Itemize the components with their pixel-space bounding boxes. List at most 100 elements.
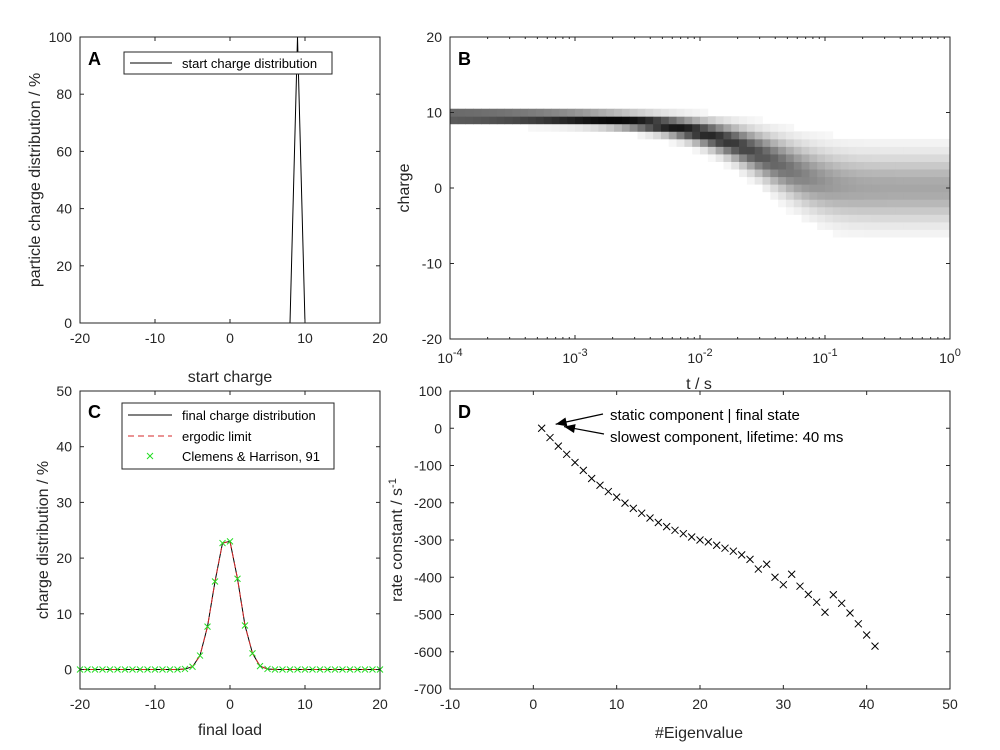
panel-b-heat-cell (832, 161, 842, 170)
panel-d-marker-stroke (571, 458, 579, 467)
panel-d-marker-stroke (846, 609, 854, 617)
panel-b-heat-cell (684, 108, 693, 117)
panel-c-marker-stroke (361, 666, 369, 673)
panel-d-eigen-marker (571, 458, 579, 467)
panel-c: -20 -10 0 10 20 0 10 20 30 40 50 C final charge di… (35, 383, 388, 739)
panel-d-marker-stroke (562, 450, 571, 459)
panel-b-heat-cell (926, 146, 935, 155)
panel-d-annotation-static: static component | final state (610, 407, 800, 424)
panel-b-heat-cell (918, 191, 927, 200)
panel-b-heat-cell (793, 184, 802, 193)
panel-b-heat-cell (684, 123, 693, 132)
panel-d-marker-stroke (662, 522, 671, 531)
panel-b-heat-cell (840, 221, 849, 230)
panel-c-clemens-marker (144, 666, 151, 673)
panel-c-ytick-label: 20 (56, 550, 72, 566)
panel-b-heat-cell (817, 199, 826, 208)
panel-d-eigen-marker (646, 514, 654, 522)
panel-b-heat-cell (473, 116, 482, 125)
panel-b-heat-cell (910, 138, 920, 147)
panel-b-heat-cell (871, 146, 881, 155)
panel-c-marker-stroke (316, 666, 324, 673)
panel-b-heat-cell (903, 161, 912, 170)
panel-b-heat-cell (879, 169, 888, 178)
panel-b-heat-cell (903, 176, 912, 185)
panel-c-marker-stroke (294, 666, 301, 673)
panel-b-heat-cell (879, 154, 888, 162)
panel-b-heat-cell (942, 138, 951, 147)
panel-b-heat-cell (731, 154, 740, 162)
panel-c-clemens-marker (91, 666, 99, 673)
panel-b-heat-cell (754, 138, 763, 147)
panel-b-heat-cell (856, 199, 865, 208)
panel-b-heat-cell (723, 131, 732, 140)
panel-c-clemens-marker (174, 666, 181, 673)
panel-b-heat-cell (840, 206, 849, 215)
panel-c-ylabel: charge distribution / % (35, 461, 52, 619)
panel-b-heat-cell (778, 123, 787, 132)
panel-c-ticks: -20 -10 0 10 20 0 10 20 30 40 50 (56, 383, 388, 712)
panel-b-heat-cell (668, 108, 677, 117)
panel-b-heat-cell (770, 184, 779, 193)
panel-d-marker-stroke (737, 551, 746, 559)
panel-b-heat-cell (590, 123, 599, 132)
panel-b-heat-cell (793, 206, 802, 215)
panel-b-heat-cell (668, 116, 677, 125)
panel-c-marker-stroke (174, 666, 181, 673)
panel-b-ytick-label: -10 (422, 256, 442, 272)
panel-d-eigen-marker (837, 599, 846, 608)
panel-d-eigen-marker (746, 555, 754, 564)
panel-b-heat-cell (848, 169, 857, 178)
panel-c-marker-stroke (324, 666, 331, 673)
panel-b-heat-cell (621, 108, 631, 117)
panel-b-heat-cell (809, 199, 818, 208)
panel-b-heat-cell (778, 131, 787, 140)
panel-b-heat-cell (746, 154, 756, 162)
panel-b-heat-cell (731, 146, 740, 155)
panel-b-heat-cell (668, 138, 677, 147)
panel-c-clemens-marker (219, 539, 226, 547)
panel-d-arrow-slowest-head (564, 424, 576, 433)
panel-b-heat-cell (918, 229, 927, 238)
panel-b-heat-cell (926, 199, 935, 208)
panel-b-heat-cell (918, 138, 927, 147)
panel-b-heat-cell (817, 221, 826, 230)
panel-b-heat-cell (614, 108, 623, 117)
panel-b-heat-cell (910, 169, 920, 178)
panel-b-heat-cell (785, 169, 795, 178)
panel-b-heat-cell (778, 146, 787, 155)
panel-b-heat-cell (887, 229, 896, 238)
panel-c-marker-stroke (166, 666, 174, 673)
panel-b-heat-cell (832, 184, 842, 193)
panel-b-heat-cell (778, 169, 787, 178)
panel-b-heat-cell (770, 169, 779, 178)
panel-b-heat-cell (926, 214, 935, 223)
panel-b-heat-cell (723, 146, 732, 155)
panel-c-marker-stroke (286, 666, 294, 673)
panel-b-heat-cell (551, 123, 560, 132)
panel-c-legend-label-clemens: Clemens & Harrison, 91 (182, 449, 320, 464)
panel-d-ylabel-sup: -1 (387, 478, 399, 488)
panel-b-heat-cell (731, 116, 740, 125)
panel-b-heat-cell (785, 131, 795, 140)
panel-b-xlabel: t / s (686, 376, 712, 393)
panel-b-heat-cell (926, 206, 935, 215)
panel-c-xtick-label: 0 (226, 696, 234, 712)
panel-b-heat-cell (582, 116, 592, 125)
panel-c-marker-stroke (99, 666, 106, 673)
panel-b-heat-cell (801, 199, 810, 208)
panel-b-heat-cell (676, 123, 685, 132)
panel-d-ytick-label: -500 (414, 607, 442, 623)
panel-b-heat-cell (543, 123, 552, 132)
panel-c-marker-stroke (151, 666, 159, 673)
panel-d-eigen-marker (862, 631, 871, 639)
panel-b-heat-cell (887, 146, 896, 155)
panel-d-eigen-marker (696, 536, 704, 544)
panel-b-heat-cell (770, 154, 779, 162)
panel-b-heat-cell (801, 131, 810, 140)
panel-b-heat-cell (879, 191, 888, 200)
panel-d-xlabel: #Eigenvalue (655, 725, 743, 742)
panel-d-ytick-label: 0 (434, 420, 442, 436)
panel-b-heat-cell (832, 229, 842, 238)
panel-b-heat-cell (895, 229, 904, 238)
